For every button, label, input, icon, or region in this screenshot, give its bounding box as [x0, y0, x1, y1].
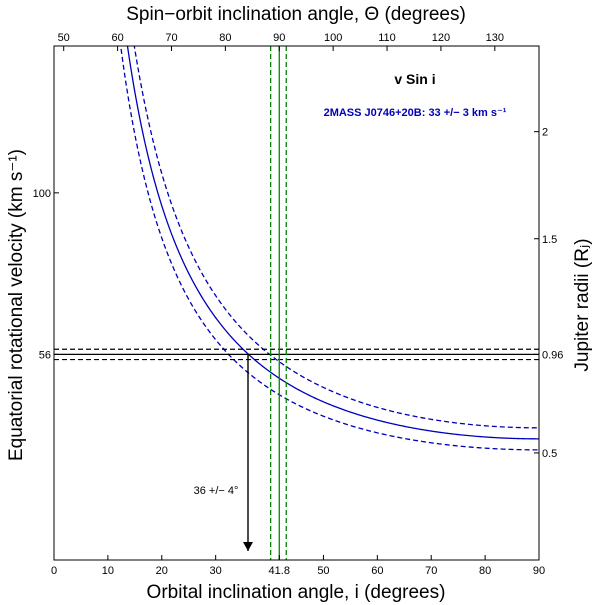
x-tick-label: 0 [51, 565, 57, 577]
x-tick-label: 90 [533, 565, 545, 577]
bottom-axis: 0 10 20 30 41.8 50 60 70 80 90 [51, 555, 545, 577]
vsini-label: v Sin i [394, 71, 435, 87]
x-tick-label: 80 [479, 565, 491, 577]
left-axis: 56 100 [33, 188, 59, 361]
x-tick-label: 60 [371, 565, 383, 577]
y-tick-label: 56 [39, 349, 51, 361]
top-tick-label: 90 [273, 32, 285, 44]
arrow-label: 36 +/− 4° [194, 485, 239, 497]
top-tick-label: 50 [58, 32, 70, 44]
right-tick-label: 2 [542, 127, 548, 139]
object-label: 2MASS J0746+20B: 33 +/− 3 km s⁻¹ [324, 107, 507, 119]
top-tick-label: 80 [219, 32, 231, 44]
right-tick-label: 0.5 [542, 448, 557, 460]
right-axis: 0.5 0.96 1.5 2 [534, 127, 563, 460]
right-axis-title: Jupiter radii (Rⱼ) [572, 238, 593, 371]
horizontal-lines-layer [54, 348, 539, 361]
right-tick-label: 1.5 [542, 234, 557, 246]
x-tick-label: 30 [210, 565, 222, 577]
top-tick-label: 60 [111, 32, 123, 44]
top-tick-label: 120 [432, 32, 450, 44]
top-axis: 50 60 70 80 90 100 110 120 130 [58, 32, 504, 51]
top-axis-title: Spin−orbit inclination angle, Θ (degrees… [126, 4, 466, 25]
y-tick-label: 100 [33, 188, 51, 200]
top-tick-label: 130 [486, 32, 504, 44]
x-tick-label: 50 [317, 565, 329, 577]
top-tick-label: 70 [165, 32, 177, 44]
right-tick-label: 0.96 [542, 349, 563, 361]
top-tick-label: 100 [324, 32, 342, 44]
x-tick-label: 20 [156, 565, 168, 577]
x-tick-label: 10 [102, 565, 114, 577]
series-line-2 [120, 46, 539, 451]
plot-area [54, 46, 539, 560]
series-line-0 [126, 46, 539, 440]
top-tick-label: 110 [378, 32, 396, 44]
x-tick-label: 70 [425, 565, 437, 577]
vertical-lines-layer [269, 46, 287, 560]
y-axis-title: Equatorial rotational velocity (km s⁻¹) [6, 149, 27, 461]
series-layer [120, 46, 539, 451]
series-line-1 [133, 46, 539, 429]
plot-frame [53, 45, 540, 561]
x-tick-label: 41.8 [269, 565, 290, 577]
x-axis-title: Orbital inclination angle, i (degrees) [147, 582, 446, 603]
